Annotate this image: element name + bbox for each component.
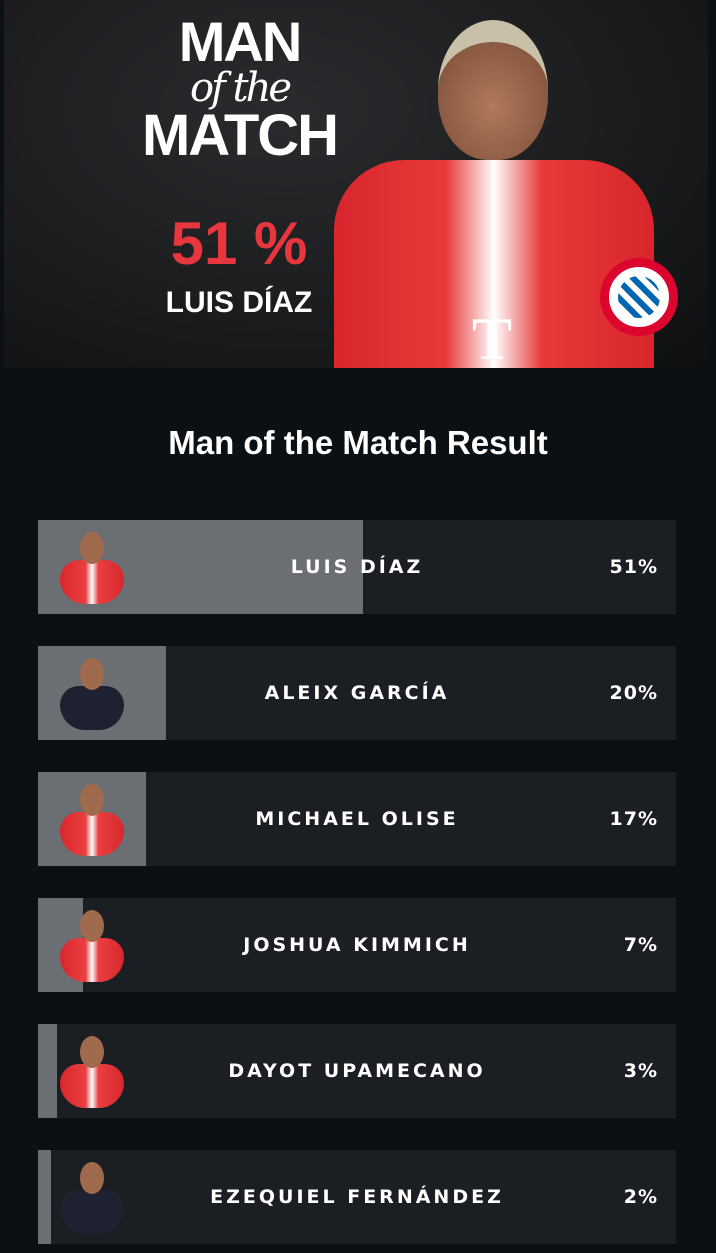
winner-percent: 51 % — [170, 210, 308, 277]
player-avatar — [56, 782, 128, 858]
player-avatar — [56, 656, 128, 732]
player-name: DAYOT UPAMECANO — [228, 1060, 486, 1082]
player-name: EZEQUIEL FERNÁNDEZ — [210, 1186, 504, 1208]
player-name: MICHAEL OLISE — [255, 808, 459, 830]
player-avatar — [56, 1034, 128, 1110]
result-row[interactable]: ALEIX GARCÍA 20% — [38, 646, 676, 740]
result-row[interactable]: JOSHUA KIMMICH 7% — [38, 898, 676, 992]
result-row[interactable]: MICHAEL OLISE 17% — [38, 772, 676, 866]
winner-photo: T — [334, 10, 654, 368]
player-percent: 51% — [609, 556, 658, 578]
player-percent: 20% — [609, 682, 658, 704]
player-percent: 7% — [623, 934, 658, 956]
vote-share-bar — [38, 1150, 51, 1244]
hero-banner: MAN of the MATCH 51 % LUIS DÍAZ T — [4, 0, 708, 368]
vote-share-bar — [38, 1024, 58, 1118]
hero-title-match: MATCH — [141, 103, 339, 168]
player-avatar — [56, 908, 128, 984]
player-percent: 2% — [623, 1186, 658, 1208]
hero-title-of-the: of the — [189, 65, 292, 111]
player-name: JOSHUA KIMMICH — [243, 934, 471, 956]
result-row[interactable]: EZEQUIEL FERNÁNDEZ 2% — [38, 1150, 676, 1244]
player-percent: 17% — [609, 808, 658, 830]
results-title: Man of the Match Result — [168, 424, 548, 461]
player-percent: 3% — [623, 1060, 658, 1082]
player-avatar — [56, 1160, 128, 1236]
result-row[interactable]: DAYOT UPAMECANO 3% — [38, 1024, 676, 1118]
result-row[interactable]: LUIS DÍAZ 51% — [38, 520, 676, 614]
player-name: ALEIX GARCÍA — [264, 682, 450, 704]
winner-name: LUIS DÍAZ — [165, 286, 313, 319]
club-crest-icon — [600, 258, 678, 336]
player-avatar — [56, 530, 128, 606]
hero-title-man: MAN — [178, 10, 303, 73]
player-name: LUIS DÍAZ — [290, 556, 424, 578]
